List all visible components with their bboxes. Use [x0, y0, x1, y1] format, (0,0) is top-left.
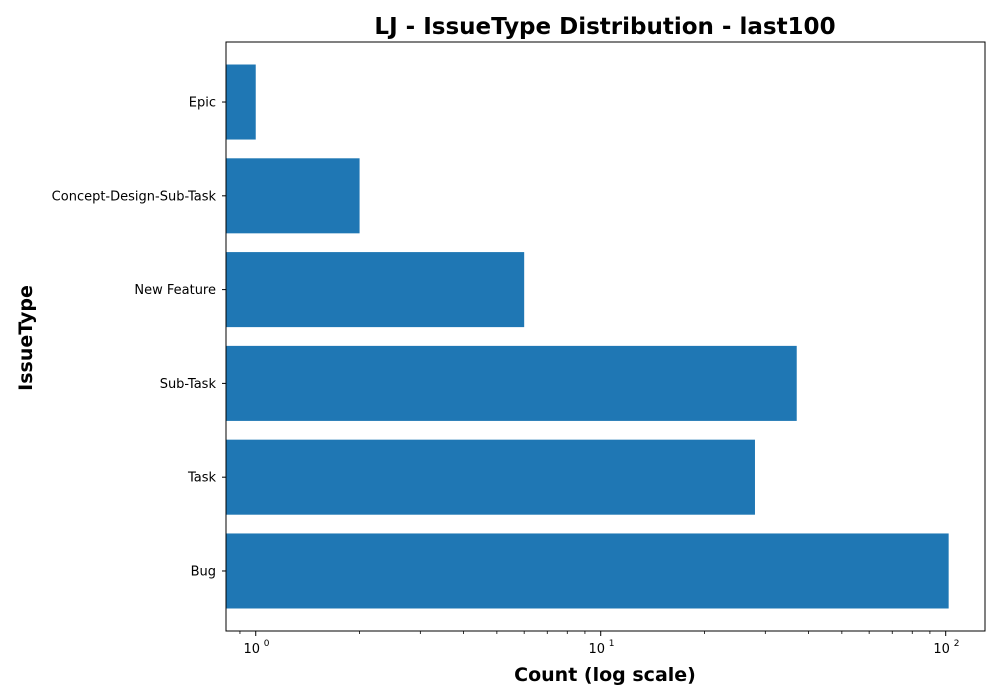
x-axis: 10 0 10 1 10 2	[239, 631, 960, 657]
y-tick-label: Bug	[191, 564, 216, 579]
y-axis: Bug Task Sub-Task New Feature Concept-Design…	[52, 96, 226, 579]
y-tick-label: Epic	[189, 96, 216, 111]
bar-task	[226, 439, 755, 515]
x-axis-label: Count (log scale)	[514, 664, 696, 686]
bars-group	[226, 64, 949, 609]
bar-bug	[226, 533, 949, 609]
bar-sub-task	[226, 345, 797, 421]
y-tick-label: New Feature	[134, 283, 216, 298]
y-tick-label: Sub-Task	[160, 377, 217, 392]
x-tick-label: 10	[933, 642, 950, 657]
bar-new-feature	[226, 252, 525, 328]
bar-epic	[226, 64, 256, 140]
bar-concept-design-sub-task	[226, 158, 360, 234]
y-tick-label: Concept-Design-Sub-Task	[52, 189, 217, 204]
y-axis-label: IssueType	[15, 285, 37, 391]
x-tick-label: 10	[243, 642, 260, 657]
plot-frame	[225, 41, 986, 632]
x-tick-exponent: 2	[954, 639, 960, 649]
x-tick-label: 10	[588, 642, 605, 657]
x-tick-exponent: 1	[609, 639, 615, 649]
x-tick-exponent: 0	[264, 639, 270, 649]
chart-title: LJ - IssueType Distribution - last100	[374, 14, 835, 40]
y-tick-label: Task	[187, 471, 217, 486]
